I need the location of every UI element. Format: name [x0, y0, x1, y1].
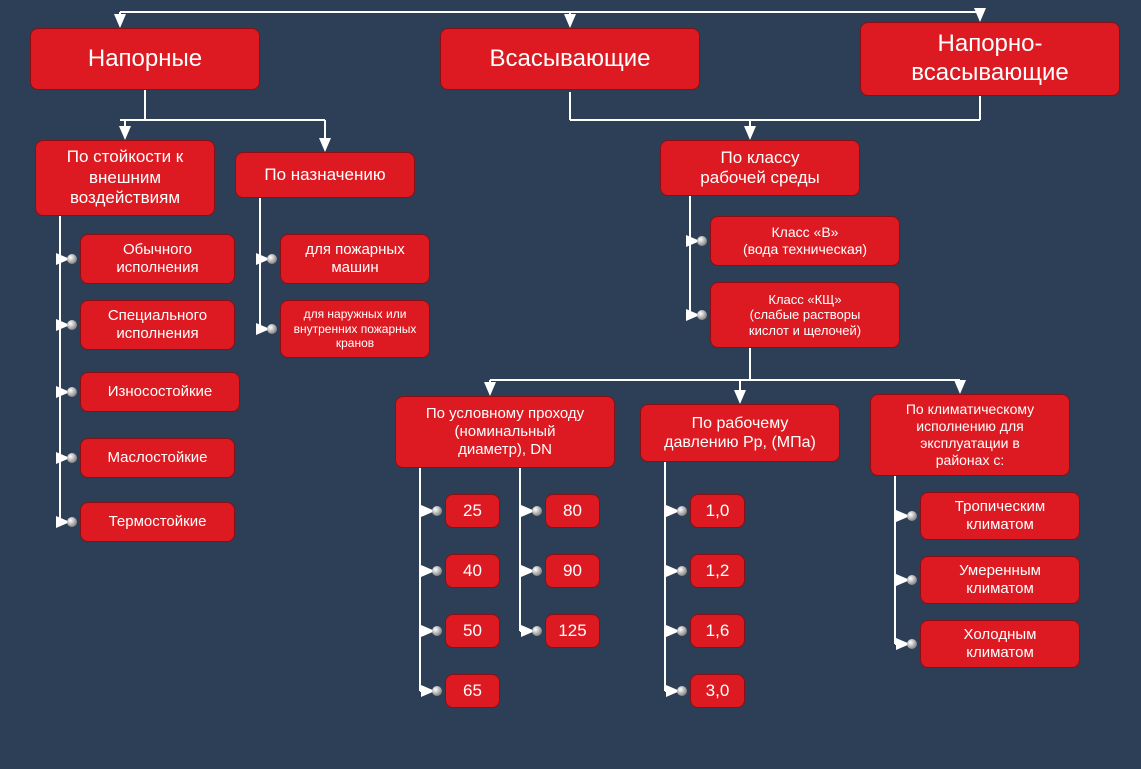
bullet-icon	[532, 626, 542, 636]
it-oil: Маслостойкие	[80, 438, 235, 478]
bullet-icon	[67, 453, 77, 463]
bullet-icon	[532, 566, 542, 576]
dn-80: 80	[545, 494, 600, 528]
cat-class: По классу рабочей среды	[660, 140, 860, 196]
dn-125: 125	[545, 614, 600, 648]
it-fire-crane: для наружных или внутренних пожарных кра…	[280, 300, 430, 358]
dn-90: 90	[545, 554, 600, 588]
cat-dn: По условному проходу (номинальный диамет…	[395, 396, 615, 468]
cat-press: По рабочему давлению Рр, (МПа)	[640, 404, 840, 462]
cat-resist: По стойкости к внешним воздействиям	[35, 140, 215, 216]
bullet-icon	[677, 506, 687, 516]
cl-trop: Тропическим климатом	[920, 492, 1080, 540]
top-vsas: Всасывающие	[440, 28, 700, 90]
diagram-stage: НапорныеВсасывающиеНапорно- всасывающиеП…	[0, 0, 1141, 769]
top-napvsas: Напорно- всасывающие	[860, 22, 1120, 96]
bullet-icon	[907, 575, 917, 585]
it-normal: Обычного исполнения	[80, 234, 235, 284]
it-special: Специального исполнения	[80, 300, 235, 350]
bullet-icon	[432, 626, 442, 636]
bullet-icon	[907, 639, 917, 649]
bullet-icon	[67, 254, 77, 264]
bullet-icon	[67, 320, 77, 330]
it-wear: Износостойкие	[80, 372, 240, 412]
p-12: 1,2	[690, 554, 745, 588]
bullet-icon	[907, 511, 917, 521]
bullet-icon	[432, 566, 442, 576]
bullet-icon	[697, 310, 707, 320]
cat-climate: По климатическому исполнению для эксплуа…	[870, 394, 1070, 476]
top-napornye: Напорные	[30, 28, 260, 90]
dn-25: 25	[445, 494, 500, 528]
cat-purpose: По назначению	[235, 152, 415, 198]
dn-40: 40	[445, 554, 500, 588]
bullet-icon	[432, 506, 442, 516]
dn-50: 50	[445, 614, 500, 648]
bullet-icon	[267, 324, 277, 334]
cl-temp: Умеренным климатом	[920, 556, 1080, 604]
p-10: 1,0	[690, 494, 745, 528]
it-class-ksh: Класс «КЩ» (слабые растворы кислот и щел…	[710, 282, 900, 348]
bullet-icon	[677, 626, 687, 636]
bullet-icon	[677, 566, 687, 576]
bullet-icon	[67, 387, 77, 397]
cl-cold: Холодным климатом	[920, 620, 1080, 668]
bullet-icon	[67, 517, 77, 527]
p-16: 1,6	[690, 614, 745, 648]
it-class-v: Класс «В» (вода техническая)	[710, 216, 900, 266]
bullet-icon	[532, 506, 542, 516]
p-30: 3,0	[690, 674, 745, 708]
bullet-icon	[697, 236, 707, 246]
it-thermo: Термостойкие	[80, 502, 235, 542]
bullet-icon	[267, 254, 277, 264]
bullet-icon	[432, 686, 442, 696]
dn-65: 65	[445, 674, 500, 708]
it-fire-car: для пожарных машин	[280, 234, 430, 284]
bullet-icon	[677, 686, 687, 696]
